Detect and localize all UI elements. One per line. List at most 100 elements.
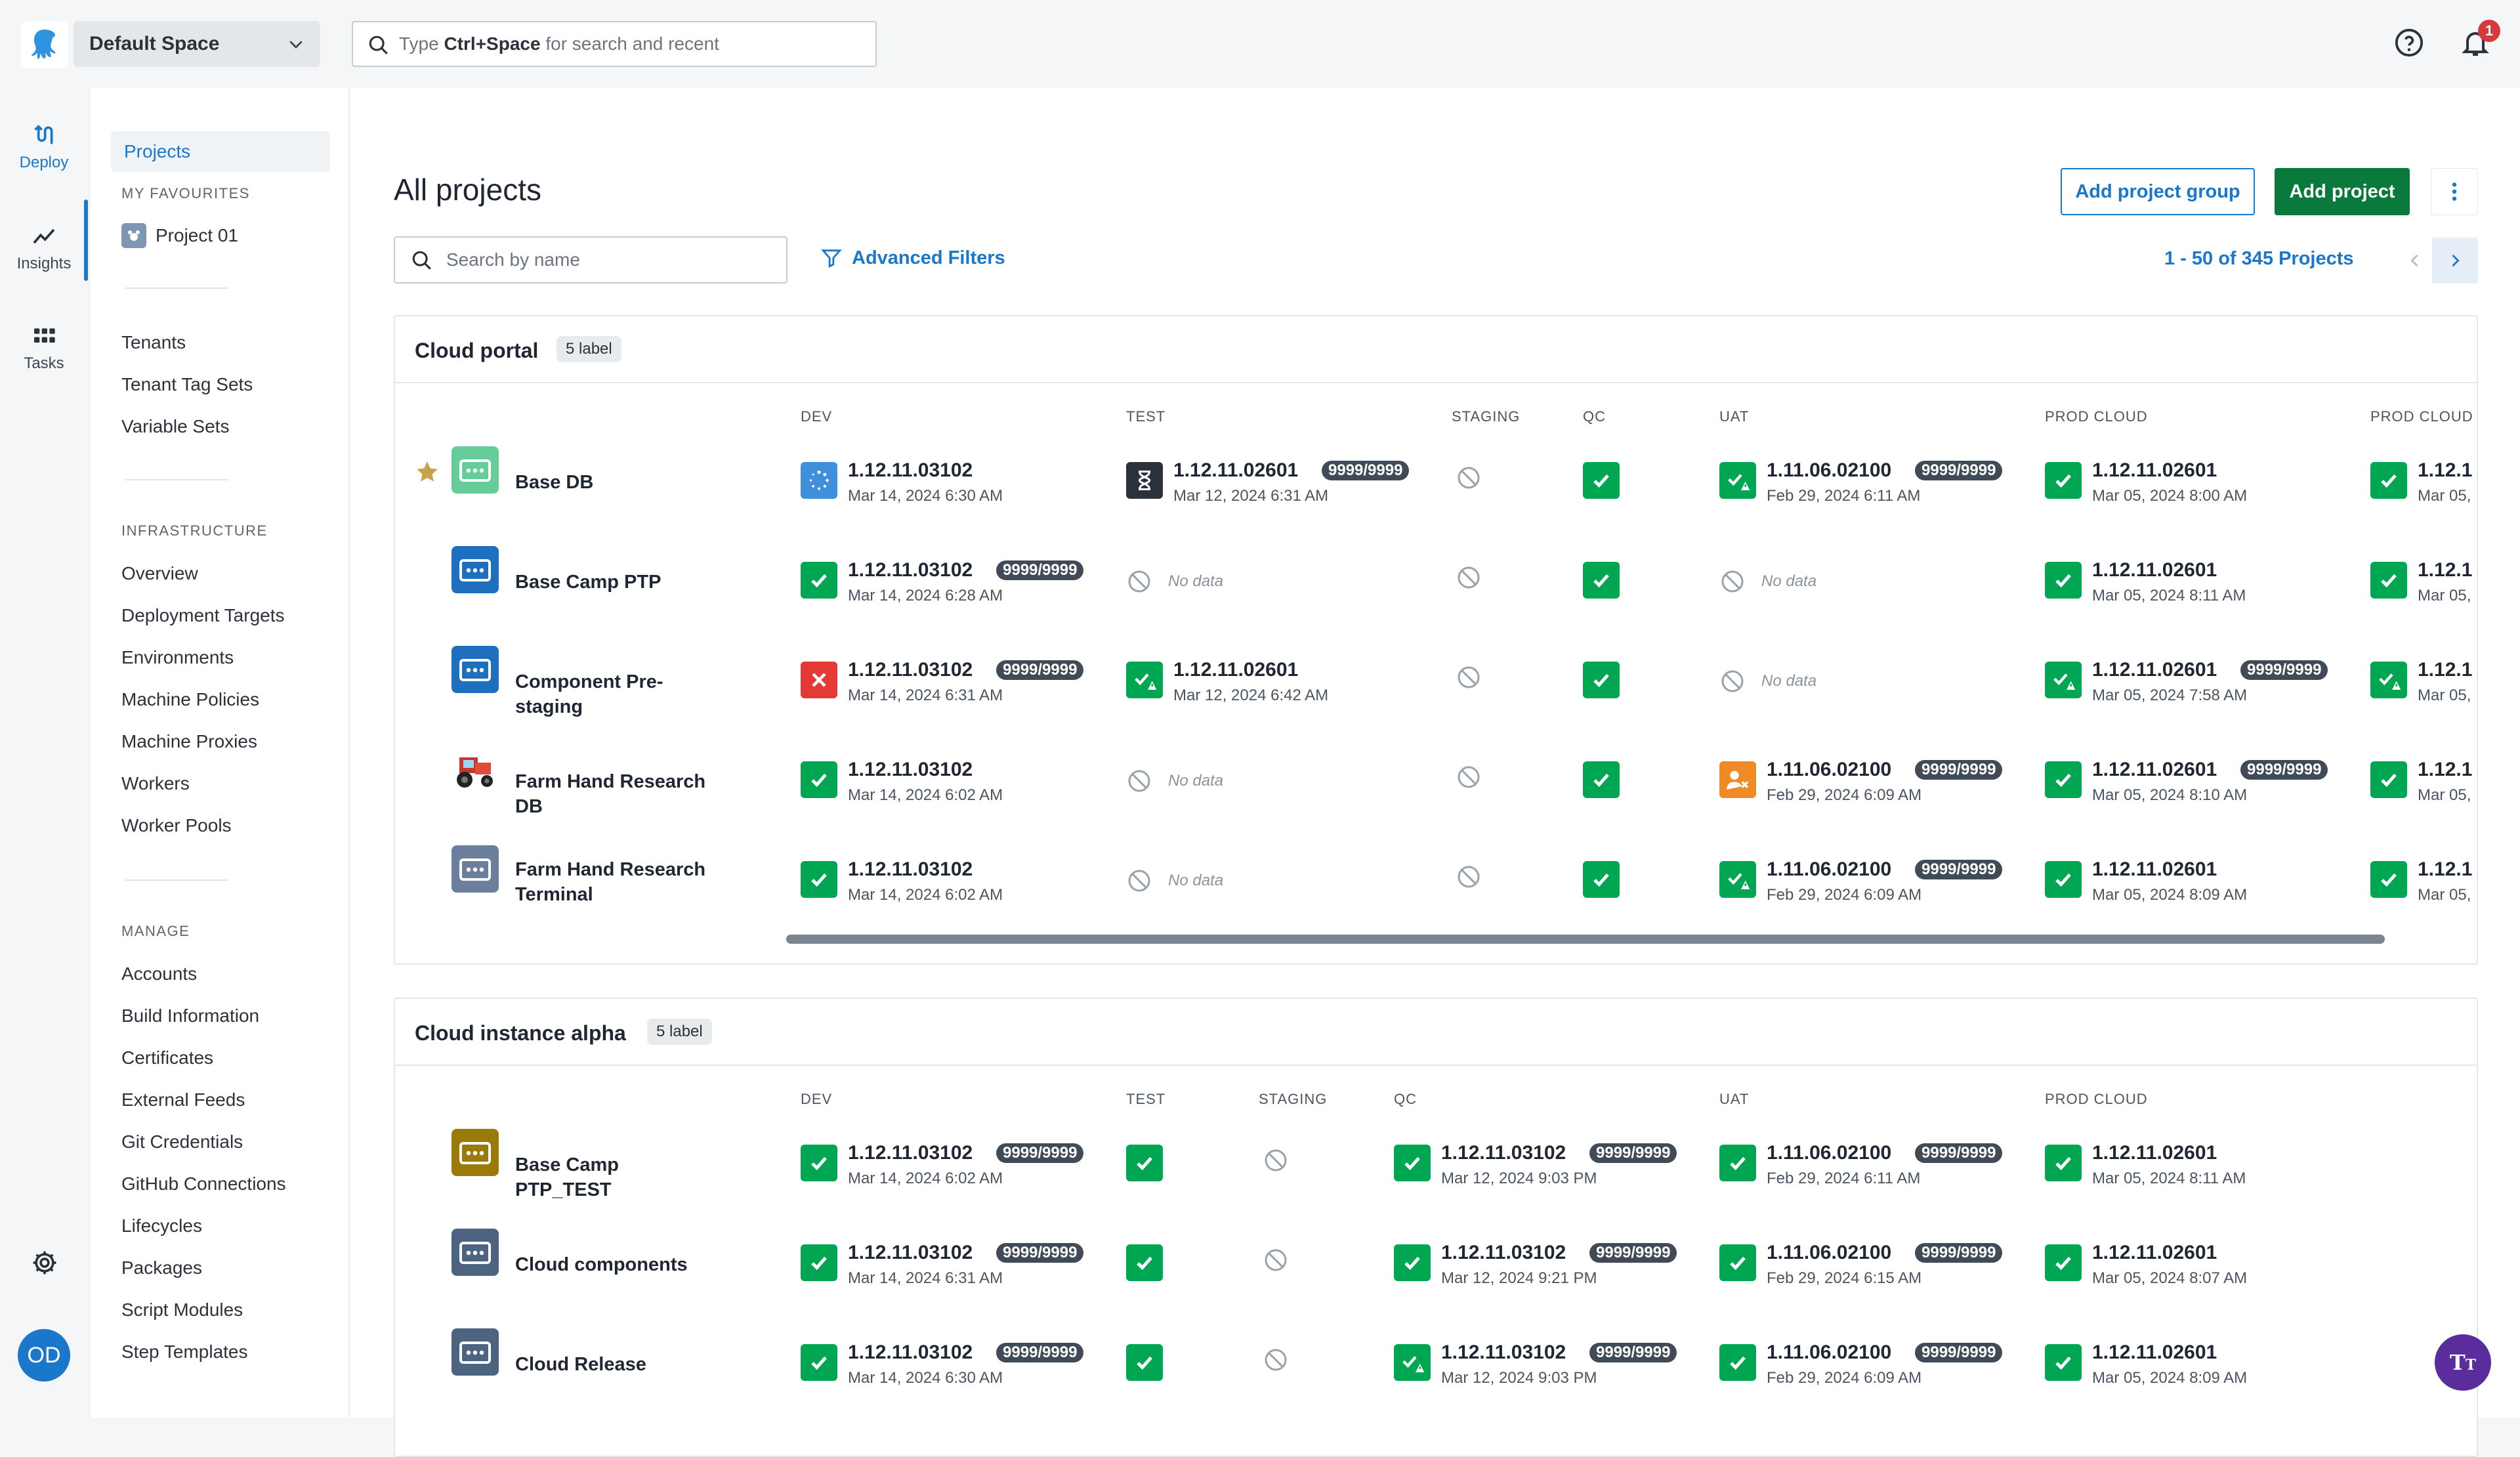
deployment-cell[interactable]: No data bbox=[1719, 656, 2045, 709]
deployment-cell[interactable]: 1.12.11.03102 Mar 14, 2024 6:31 AM 9999/99… bbox=[801, 656, 1126, 709]
add-project-group-button[interactable]: Add project group bbox=[2061, 168, 2255, 215]
deployment-cell[interactable]: 1.12.11.03102 Mar 14, 2024 6:31 AM 9999/99… bbox=[801, 1239, 1126, 1292]
advanced-filters-button[interactable]: Advanced Filters bbox=[820, 247, 1005, 269]
deployment-cell[interactable]: 1.11.06.02100 Feb 29, 2024 6:09 AM 9999/99… bbox=[1719, 856, 2045, 908]
rail-item-insights[interactable]: Insights bbox=[0, 223, 88, 273]
deployment-cell[interactable]: No data bbox=[1126, 756, 1452, 809]
deployment-cell[interactable]: 1.12.11.02601 Mar 05, 2024 8:10 AM 9999/99… bbox=[2045, 756, 2370, 809]
deployment-cell[interactable]: 1.12.11.02601 Mar 12, 2024 6:42 AM bbox=[1126, 656, 1452, 709]
more-options-button[interactable] bbox=[2431, 168, 2478, 215]
sidebar-item-overview[interactable]: Overview bbox=[121, 563, 198, 583]
sidebar-item-packages[interactable]: Packages bbox=[121, 1257, 202, 1278]
deployment-cell[interactable]: 1.12.11.03102 Mar 14, 2024 6:02 AM bbox=[801, 856, 1126, 908]
octopus-logo-icon[interactable] bbox=[21, 21, 68, 68]
sidebar-item-machine-policies[interactable]: Machine Policies bbox=[121, 689, 260, 709]
deployment-cell[interactable] bbox=[1452, 756, 1583, 809]
deployment-cell[interactable]: No data bbox=[1719, 557, 2045, 609]
deployment-cell[interactable]: 1.12.11.02601 Mar 05, 2024 8:11 AM bbox=[2045, 1139, 2477, 1192]
deployment-cell[interactable]: 1.11.06.02100 Feb 29, 2024 6:15 AM 9999/99… bbox=[1719, 1239, 2045, 1292]
sidebar-item-tenants[interactable]: Tenants bbox=[121, 332, 186, 352]
user-avatar[interactable]: OD bbox=[18, 1329, 70, 1382]
deployment-cell[interactable]: 1.12.11.03102 Mar 12, 2024 9:21 PM 9999/99… bbox=[1394, 1239, 1719, 1292]
sidebar-item-tenant-tag-sets[interactable]: Tenant Tag Sets bbox=[121, 374, 253, 394]
deployment-cell[interactable]: No data bbox=[1126, 856, 1452, 908]
sidebar-item-git-credentials[interactable]: Git Credentials bbox=[121, 1131, 243, 1152]
deployment-cell[interactable]: No data bbox=[1126, 557, 1452, 609]
deployment-cell[interactable]: 1.12.11.02601 Mar 05, 2024 8:11 AM bbox=[2045, 557, 2370, 609]
project-name[interactable]: Cloud components bbox=[515, 1254, 688, 1275]
sidebar-item-build-information[interactable]: Build Information bbox=[121, 1005, 260, 1026]
deployment-cell[interactable]: 1.12.1 Mar 05, bbox=[2370, 457, 2477, 509]
project-group-title[interactable]: Cloud instance alpha bbox=[415, 1021, 626, 1045]
deployment-cell[interactable]: 1.12.11.02601 Mar 05, 2024 8:09 AM bbox=[2045, 1339, 2477, 1391]
add-project-button[interactable]: Add project bbox=[2275, 168, 2410, 215]
deployment-cell[interactable]: 1.11.06.02100 Feb 29, 2024 6:11 AM 9999/99… bbox=[1719, 1139, 2045, 1192]
project-name[interactable]: Base DB bbox=[515, 472, 594, 493]
next-page-button[interactable] bbox=[2432, 238, 2478, 284]
horizontal-scrollbar[interactable] bbox=[786, 935, 2385, 944]
project-row[interactable]: Base Camp PTP_TEST 1.12.11.03102 Mar 14, 2… bbox=[395, 1114, 2477, 1214]
deployment-cell[interactable] bbox=[1126, 1239, 1259, 1292]
project-row[interactable]: Cloud components 1.12.11.03102 Mar 14, 202… bbox=[395, 1214, 2477, 1314]
sidebar-item-deployment-targets[interactable]: Deployment Targets bbox=[121, 605, 285, 625]
deployment-cell[interactable]: 1.12.1 Mar 05, bbox=[2370, 856, 2477, 908]
deployment-cell[interactable]: 1.11.06.02100 Feb 29, 2024 6:11 AM 9999/99… bbox=[1719, 457, 2045, 509]
deployment-cell[interactable]: 1.12.11.03102 Mar 14, 2024 6:30 AM bbox=[801, 457, 1126, 509]
deployment-cell[interactable] bbox=[1583, 856, 1719, 908]
deployment-cell[interactable] bbox=[1452, 457, 1583, 509]
project-row[interactable]: Base DB 1.12.11.03102 Mar 14, 2024 6:30 AM… bbox=[395, 432, 2477, 532]
global-search-input[interactable]: Type Ctrl+Space for search and recent bbox=[352, 21, 877, 67]
deployment-cell[interactable] bbox=[1583, 557, 1719, 609]
project-group-title[interactable]: Cloud portal bbox=[415, 339, 539, 362]
sidebar-item-external-feeds[interactable]: External Feeds bbox=[121, 1089, 245, 1110]
sidebar-favourite-project[interactable]: Project 01 bbox=[121, 223, 238, 248]
project-row[interactable]: Component Pre-staging 1.12.11.03102 Mar 14… bbox=[395, 631, 2477, 731]
deployment-cell[interactable]: 1.12.11.02601 Mar 05, 2024 8:00 AM bbox=[2045, 457, 2370, 509]
deployment-cell[interactable] bbox=[1259, 1239, 1394, 1292]
settings-gear-icon[interactable] bbox=[30, 1248, 59, 1277]
sidebar-item-accounts[interactable]: Accounts bbox=[121, 963, 198, 984]
deployment-cell[interactable]: 1.12.1 Mar 05, bbox=[2370, 656, 2477, 709]
deployment-cell[interactable] bbox=[1583, 756, 1719, 809]
deployment-cell[interactable]: 1.12.11.03102 Mar 14, 2024 6:30 AM 9999/99… bbox=[801, 1339, 1126, 1391]
sidebar-item-workers[interactable]: Workers bbox=[121, 773, 190, 793]
deployment-cell[interactable]: 1.11.06.02100 Feb 29, 2024 6:09 AM 9999/99… bbox=[1719, 756, 2045, 809]
project-row[interactable]: Farm Hand Research DB 1.12.11.03102 Mar 14… bbox=[395, 731, 2477, 831]
deployment-cell[interactable] bbox=[1452, 656, 1583, 709]
text-size-toggle-button[interactable]: TT bbox=[2435, 1334, 2491, 1391]
deployment-cell[interactable]: 1.11.06.02100 Feb 29, 2024 6:09 AM 9999/99… bbox=[1719, 1339, 2045, 1391]
project-row[interactable]: Farm Hand Research Terminal 1.12.11.03102… bbox=[395, 831, 2477, 931]
project-row[interactable]: Base Camp PTP 1.12.11.03102 Mar 14, 2024 6… bbox=[395, 532, 2477, 631]
deployment-cell[interactable]: 1.12.11.03102 Mar 14, 2024 6:02 AM bbox=[801, 756, 1126, 809]
deployment-cell[interactable]: 1.12.11.03102 Mar 14, 2024 6:28 AM 9999/99… bbox=[801, 557, 1126, 609]
deployment-cell[interactable] bbox=[1259, 1139, 1394, 1192]
deployment-cell[interactable] bbox=[1452, 557, 1583, 609]
space-selector[interactable]: Default Space bbox=[74, 21, 320, 67]
sidebar-item-variable-sets[interactable]: Variable Sets bbox=[121, 416, 230, 436]
sidebar-item-lifecycles[interactable]: Lifecycles bbox=[121, 1215, 202, 1236]
sidebar-item-certificates[interactable]: Certificates bbox=[121, 1047, 214, 1068]
deployment-cell[interactable]: 1.12.11.03102 Mar 12, 2024 9:03 PM 9999/99… bbox=[1394, 1139, 1719, 1192]
deployment-cell[interactable]: 1.12.11.02601 Mar 05, 2024 8:09 AM bbox=[2045, 856, 2370, 908]
deployment-cell[interactable]: 1.12.1 Mar 05, bbox=[2370, 557, 2477, 609]
sidebar-item-worker-pools[interactable]: Worker Pools bbox=[121, 815, 232, 835]
notification-bell-icon[interactable] bbox=[2460, 26, 2491, 59]
deployment-cell[interactable]: 1.12.11.03102 Mar 12, 2024 9:03 PM 9999/99… bbox=[1394, 1339, 1719, 1391]
rail-item-deploy[interactable]: Deploy bbox=[0, 122, 88, 172]
sidebar-item-script-modules[interactable]: Script Modules bbox=[121, 1299, 243, 1320]
deployment-cell[interactable] bbox=[1126, 1139, 1259, 1192]
sidebar-item-step-templates[interactable]: Step Templates bbox=[121, 1341, 248, 1362]
deployment-cell[interactable]: 1.12.11.02601 Mar 05, 2024 7:58 AM 9999/99… bbox=[2045, 656, 2370, 709]
sidebar-item-projects[interactable]: Projects bbox=[111, 131, 330, 172]
project-name[interactable]: Cloud Release bbox=[515, 1354, 646, 1375]
project-search-input[interactable]: Search by name bbox=[394, 236, 788, 284]
sidebar-item-environments[interactable]: Environments bbox=[121, 647, 234, 667]
deployment-cell[interactable]: 1.12.11.02601 Mar 12, 2024 6:31 AM 9999/99… bbox=[1126, 457, 1452, 509]
deployment-cell[interactable] bbox=[1259, 1339, 1394, 1391]
deployment-cell[interactable] bbox=[1583, 656, 1719, 709]
sidebar-item-machine-proxies[interactable]: Machine Proxies bbox=[121, 731, 257, 751]
project-name[interactable]: Component Pre-staging bbox=[515, 671, 663, 717]
project-name[interactable]: Farm Hand Research Terminal bbox=[515, 859, 706, 905]
deployment-cell[interactable] bbox=[1583, 457, 1719, 509]
previous-page-button[interactable] bbox=[2393, 238, 2437, 284]
